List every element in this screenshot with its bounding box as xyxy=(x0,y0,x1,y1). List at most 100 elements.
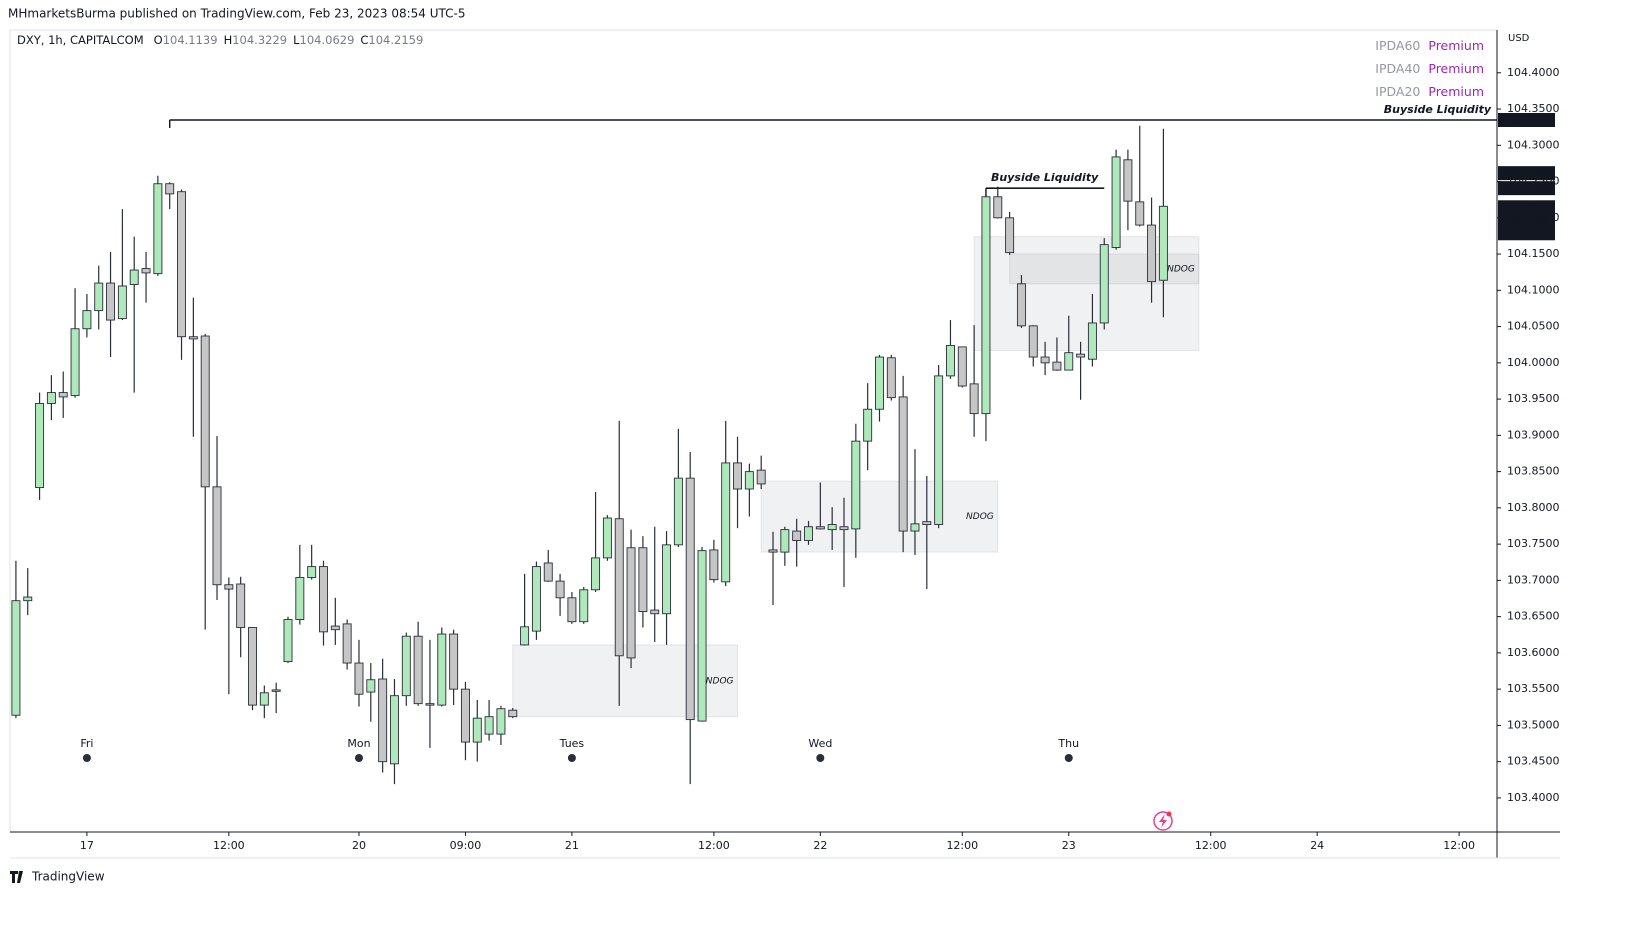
candle-body xyxy=(1111,156,1121,248)
y-tick-label: 103.6500 xyxy=(1507,610,1560,623)
candle-body xyxy=(863,408,873,442)
candle-body xyxy=(768,549,778,553)
line-price: 104.3349 xyxy=(1498,114,1553,126)
candle-body xyxy=(46,392,56,404)
x-tick-label: 22 xyxy=(813,839,827,852)
liquidity-label: Buyside Liquidity xyxy=(1384,103,1492,116)
candle-body xyxy=(875,356,884,410)
candle-body xyxy=(496,708,506,735)
session-dot xyxy=(354,754,363,762)
candle-body xyxy=(35,402,45,489)
candle-body xyxy=(70,328,80,396)
candle-body xyxy=(744,471,754,490)
candle-body xyxy=(697,550,707,722)
candle-body xyxy=(733,462,743,490)
candle-body xyxy=(236,583,246,628)
y-tick-label: 103.4500 xyxy=(1507,755,1560,768)
candle-body xyxy=(1040,356,1050,364)
candle-body xyxy=(981,196,991,415)
candle-body xyxy=(94,282,104,312)
y-tick-label: 103.7000 xyxy=(1507,573,1560,586)
ndog-label: NDOG xyxy=(966,512,994,522)
candle-body xyxy=(685,477,695,721)
indicator-name: IPDA40 xyxy=(1375,61,1420,76)
candle-body xyxy=(1005,217,1015,254)
candle-body xyxy=(307,566,317,578)
y-tick-label: 104.1000 xyxy=(1507,283,1560,296)
candle-body xyxy=(650,609,660,615)
ohlc-key: C xyxy=(360,33,368,47)
candle-body xyxy=(401,635,411,697)
marker-price-box xyxy=(1498,166,1555,181)
session-label: Tues xyxy=(559,737,585,750)
candle-body xyxy=(82,310,92,330)
ohlc-value: 104.3229 xyxy=(232,33,287,47)
y-tick-label: 104.0000 xyxy=(1507,356,1560,369)
candle-body xyxy=(520,626,530,646)
y-tick-label: 103.4000 xyxy=(1507,791,1560,804)
candle-body xyxy=(58,392,68,398)
candle-body xyxy=(129,269,139,285)
candle-body xyxy=(827,524,837,531)
candle-body xyxy=(638,547,648,613)
indicator-status: Premium xyxy=(1428,38,1484,53)
symbol: DXY, 1h, CAPITALCOM xyxy=(17,33,144,47)
session-dot xyxy=(82,754,91,762)
candle-body xyxy=(188,336,198,340)
candle-body xyxy=(141,268,151,274)
candle-body xyxy=(413,635,423,705)
indicator-status: Premium xyxy=(1428,61,1484,76)
candle-body xyxy=(673,477,683,546)
y-tick-label: 104.3500 xyxy=(1507,102,1560,115)
y-tick-label: 103.8500 xyxy=(1507,465,1560,478)
session-label: Fri xyxy=(80,737,93,750)
candle-body xyxy=(295,577,305,620)
x-tick-label: 12:00 xyxy=(1443,839,1475,852)
indicator-name: IPDA60 xyxy=(1375,38,1420,53)
candle-body xyxy=(366,679,376,693)
candle-body xyxy=(957,346,967,387)
footer-brand: TradingView xyxy=(31,870,105,884)
x-tick-label: 09:00 xyxy=(450,839,482,852)
candle-body xyxy=(531,566,541,632)
candle-body xyxy=(1147,224,1157,283)
candle-body xyxy=(271,689,281,692)
line-price: 104.2409 xyxy=(1498,182,1553,194)
candle-body xyxy=(319,566,328,633)
candle-body xyxy=(721,462,731,583)
candle-body xyxy=(1087,322,1097,360)
candle-body xyxy=(1028,325,1038,358)
candle-body xyxy=(248,627,257,706)
indicator: IPDA60 Premium xyxy=(1375,38,1484,53)
candle-body xyxy=(1099,244,1109,324)
y-tick-label: 103.9000 xyxy=(1507,428,1560,441)
candle-body xyxy=(165,183,175,195)
candle-body xyxy=(354,662,364,695)
candle-body xyxy=(224,584,234,590)
y-tick-label: 103.8000 xyxy=(1507,501,1560,514)
candle-body xyxy=(626,547,636,659)
candle-body xyxy=(330,625,340,631)
candle-body xyxy=(1123,159,1133,202)
candle-body xyxy=(851,440,861,530)
candle-body xyxy=(283,619,293,663)
candle-body xyxy=(460,688,470,743)
indicator: IPDA20 Premium xyxy=(1375,84,1484,99)
candle-body xyxy=(449,633,459,690)
session-dot xyxy=(816,754,825,762)
candle-body xyxy=(934,375,944,525)
ohlc-key: L xyxy=(293,33,300,47)
session-dot xyxy=(1064,754,1073,762)
line-price-box xyxy=(1498,181,1555,196)
candle-body xyxy=(117,285,127,320)
indicator-status: Premium xyxy=(1428,84,1484,99)
candle-body xyxy=(437,633,447,706)
candle-body xyxy=(910,523,920,532)
y-tick-label: 103.5000 xyxy=(1507,718,1560,731)
ohlc-value: 104.1139 xyxy=(163,33,218,47)
candle-body xyxy=(591,557,601,591)
candle-body xyxy=(886,357,896,399)
y-tick-label: 104.1500 xyxy=(1507,247,1560,260)
x-tick-label: 12:00 xyxy=(698,839,730,852)
